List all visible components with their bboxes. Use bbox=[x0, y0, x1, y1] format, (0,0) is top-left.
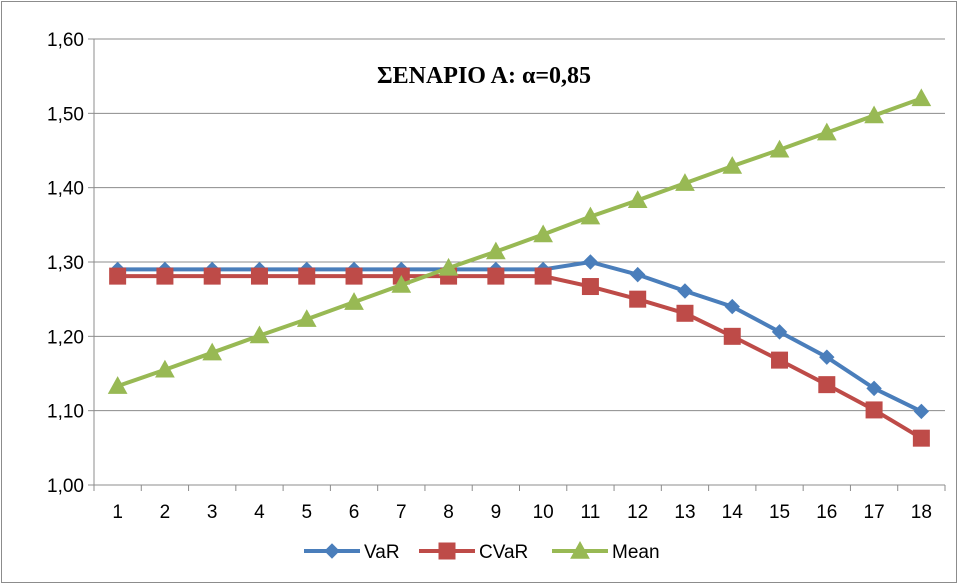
data-point-mean bbox=[107, 376, 128, 394]
data-point-cvar bbox=[771, 351, 789, 369]
legend: VaR CVaR Mean bbox=[304, 540, 660, 563]
data-point-cvar bbox=[203, 267, 221, 285]
x-tick-label: 8 bbox=[443, 502, 454, 523]
data-point-cvar bbox=[345, 267, 363, 285]
data-point-var bbox=[629, 266, 646, 283]
data-point-var bbox=[582, 254, 599, 270]
legend-marker bbox=[438, 542, 456, 560]
data-point-mean bbox=[675, 173, 695, 191]
legend-label: CVaR bbox=[479, 542, 528, 563]
y-tick-label: 1,30 bbox=[47, 253, 84, 274]
data-point-cvar bbox=[581, 278, 599, 296]
data-point-var bbox=[913, 403, 930, 420]
legend-label: VaR bbox=[364, 542, 400, 563]
data-point-mean bbox=[911, 88, 932, 107]
y-tick-label: 1,60 bbox=[47, 30, 84, 51]
data-point-var bbox=[724, 298, 740, 315]
data-point-mean bbox=[864, 105, 884, 124]
x-tick-label: 6 bbox=[349, 502, 360, 523]
data-point-mean bbox=[202, 342, 223, 361]
x-tick-label: 1 bbox=[112, 502, 123, 523]
data-point-mean bbox=[627, 190, 648, 209]
x-tick-label: 12 bbox=[627, 502, 648, 523]
data-point-cvar bbox=[487, 267, 505, 285]
x-tick-label: 7 bbox=[396, 502, 407, 523]
data-point-var bbox=[677, 283, 693, 299]
data-point-cvar bbox=[723, 327, 741, 345]
x-tick-label: 15 bbox=[769, 502, 790, 523]
data-point-var bbox=[771, 324, 788, 340]
series-line-mean bbox=[116, 96, 923, 389]
data-point-cvar bbox=[109, 267, 127, 285]
axes: 1,001,101,201,301,401,501,601 2 3 4 5 6 7 8 9 10 1… bbox=[47, 30, 946, 523]
y-tick-label: 1,20 bbox=[47, 327, 84, 348]
legend-label: Mean bbox=[612, 542, 660, 563]
data-point-cvar bbox=[629, 290, 647, 308]
data-point-var bbox=[819, 349, 835, 365]
data-point-mean bbox=[296, 309, 317, 327]
data-point-mean bbox=[533, 224, 553, 243]
data-point-mean bbox=[438, 257, 459, 276]
data-point-var bbox=[866, 380, 882, 397]
data-point-mean bbox=[816, 122, 837, 141]
legend-entry-cvar: CVaR bbox=[419, 542, 528, 563]
data-point-mean bbox=[344, 292, 364, 310]
data-point-mean bbox=[486, 241, 506, 260]
x-tick-label: 14 bbox=[722, 502, 744, 523]
data-point-cvar bbox=[818, 376, 836, 394]
series bbox=[107, 88, 932, 447]
x-tick-label: 13 bbox=[674, 502, 695, 523]
x-tick-label: 10 bbox=[533, 502, 554, 523]
x-tick-label: 4 bbox=[254, 502, 265, 523]
legend-entry-mean: Mean bbox=[552, 540, 660, 563]
data-point-mean bbox=[391, 275, 412, 293]
y-tick-label: 1,10 bbox=[47, 402, 84, 423]
x-tick-label: 17 bbox=[864, 502, 885, 523]
chart-title: ΣΕΝΑΡΙΟ Α: α=0,85 bbox=[377, 63, 591, 89]
x-tick-label: 3 bbox=[207, 502, 218, 523]
legend-marker bbox=[324, 543, 340, 559]
gridlines bbox=[94, 38, 945, 412]
data-point-mean bbox=[249, 325, 270, 344]
data-point-cvar bbox=[156, 267, 174, 285]
data-point-cvar bbox=[298, 267, 316, 285]
x-tick-label: 16 bbox=[816, 502, 837, 523]
data-point-cvar bbox=[676, 304, 694, 322]
data-point-cvar bbox=[865, 401, 883, 419]
x-tick-label: 2 bbox=[160, 502, 171, 523]
series-mean bbox=[107, 88, 932, 394]
data-point-mean bbox=[722, 156, 743, 174]
y-tick-label: 1,50 bbox=[47, 104, 84, 125]
data-point-cvar bbox=[534, 267, 552, 285]
data-point-mean bbox=[769, 139, 790, 158]
x-tick-label: 9 bbox=[491, 502, 502, 523]
x-tick-label: 18 bbox=[911, 502, 932, 523]
data-point-mean bbox=[155, 359, 175, 378]
data-point-cvar bbox=[250, 267, 268, 285]
x-tick-label: 11 bbox=[581, 502, 601, 523]
y-tick-label: 1,00 bbox=[47, 476, 84, 497]
y-tick-label: 1,40 bbox=[47, 179, 84, 200]
legend-entry-var: VaR bbox=[304, 542, 400, 563]
x-tick-label: 5 bbox=[301, 502, 312, 523]
data-point-mean bbox=[580, 206, 601, 225]
data-point-cvar bbox=[912, 429, 930, 447]
legend-marker bbox=[570, 540, 590, 559]
